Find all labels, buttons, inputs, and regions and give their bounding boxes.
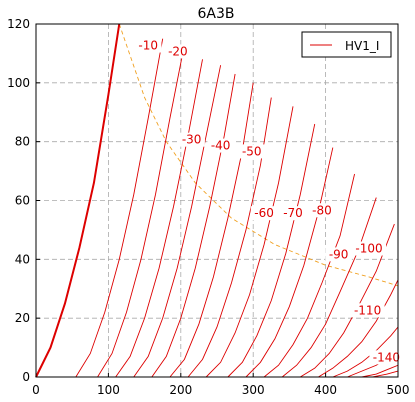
load-line-layer — [118, 23, 399, 287]
curve-label-bg — [279, 206, 307, 221]
curve-label-bg — [352, 241, 387, 256]
load-line — [118, 23, 399, 287]
y-tick-label: 100 — [7, 76, 30, 90]
curve-labels-layer: -10 -20 -30 -40 -50 -60 -70 -80 -90 -100 -110 -140 — [134, 38, 404, 365]
x-tick-label: 400 — [314, 383, 337, 397]
plate-curve — [372, 370, 399, 378]
y-tick-label: 0 — [22, 370, 30, 384]
plate-curve — [318, 279, 399, 378]
y-tick-label: 40 — [15, 252, 30, 266]
curve-label: -70 — [283, 206, 303, 220]
curve-label: -140 — [373, 350, 400, 364]
x-tick-label: 100 — [97, 383, 120, 397]
curve-label-bg — [369, 350, 404, 365]
plate-curve — [300, 223, 395, 378]
x-tick-label: 300 — [242, 383, 265, 397]
plate-curve — [361, 364, 399, 378]
curve-label-bg — [238, 144, 266, 159]
plate-curve — [151, 73, 236, 378]
curve-label-bg — [164, 44, 192, 59]
curve-label: -10 — [138, 39, 158, 53]
legend-entry-hv1: HV1_I — [345, 39, 379, 53]
plate-curve — [35, 23, 121, 378]
curve-label: -30 — [182, 133, 202, 147]
plate-curve — [133, 65, 222, 378]
curve-label-bg — [308, 203, 336, 218]
x-tick-label: 200 — [169, 383, 192, 397]
curve-label: -40 — [211, 139, 231, 153]
curve-label: -20 — [168, 44, 188, 58]
y-tick-label: 120 — [7, 17, 30, 31]
plate-curve — [263, 173, 355, 378]
curve-label-bg — [250, 206, 278, 221]
curve-label: -90 — [329, 247, 349, 261]
curve-label-bg — [178, 132, 205, 147]
curve-label-bg — [134, 38, 162, 53]
curve-label-bg — [325, 247, 352, 262]
curve-label-bg — [207, 138, 234, 153]
plate-curve — [75, 38, 164, 378]
curve-label: -50 — [242, 144, 262, 158]
chart-title: 6A3B — [198, 6, 235, 22]
plate-curve — [332, 326, 399, 378]
y-tick-label: 60 — [15, 194, 30, 208]
curve-label-bg — [350, 303, 385, 318]
plate-curve — [97, 44, 185, 378]
y-axis-ticks: 0 20 40 60 80 100 120 — [7, 17, 40, 384]
plate-curve — [227, 123, 316, 378]
y-tick-label: 20 — [15, 311, 30, 325]
x-axis-ticks: 0 100 200 300 400 500 — [32, 373, 409, 397]
plate-curve — [169, 82, 254, 378]
x-tick-label: 500 — [387, 383, 410, 397]
plate-curve — [187, 97, 272, 378]
curve-label: -110 — [354, 303, 381, 317]
curve-label: -100 — [355, 242, 382, 256]
plate-curve — [205, 106, 294, 378]
x-tick-label: 0 — [32, 383, 40, 397]
curve-label: -80 — [312, 203, 332, 217]
y-tick-label: 80 — [15, 135, 30, 149]
legend: HV1_I — [301, 31, 392, 58]
curve-label: -60 — [254, 206, 274, 220]
